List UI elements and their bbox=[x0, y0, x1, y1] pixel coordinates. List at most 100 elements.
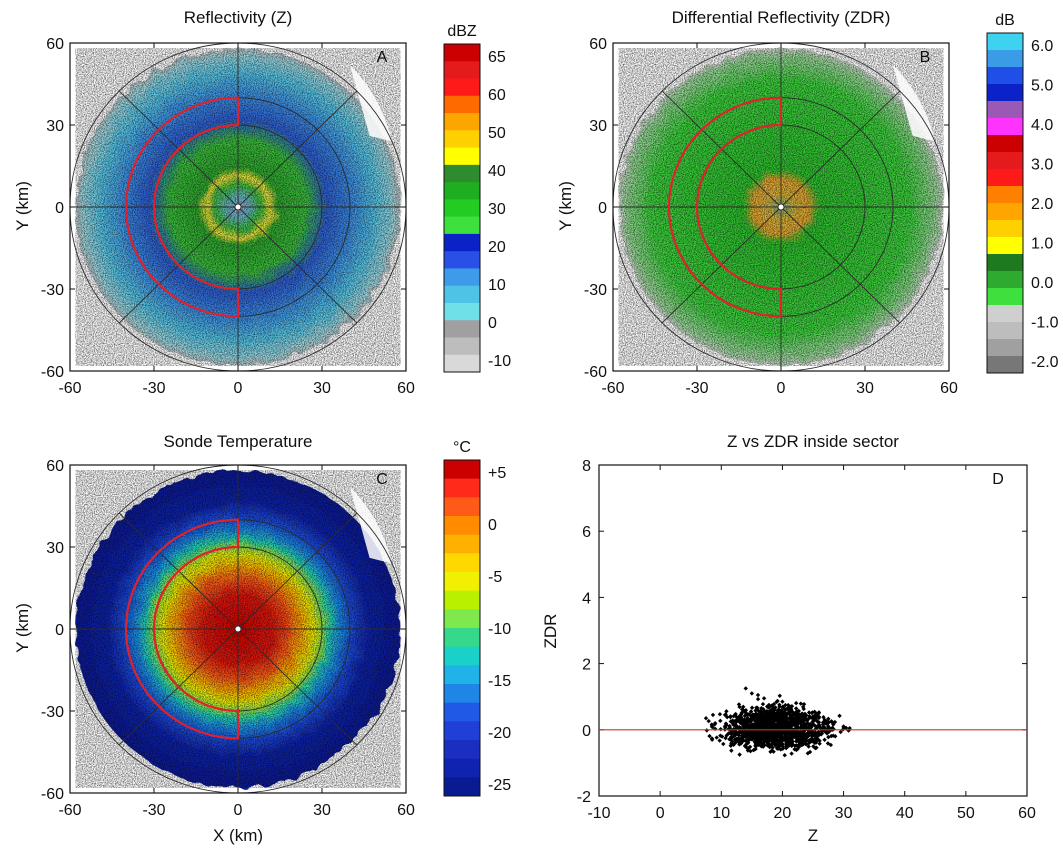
colorbar-swatch bbox=[444, 268, 480, 287]
scatter-point bbox=[710, 712, 716, 718]
colorbar-label: -20 bbox=[488, 725, 511, 742]
scatter-point bbox=[780, 746, 785, 751]
scatter-point bbox=[782, 752, 787, 758]
scatter-point bbox=[799, 733, 805, 739]
panel-c-colorbar: +5 0 -5 -10 -15 -20 -25 °C bbox=[443, 439, 511, 797]
azimuth-line bbox=[237, 90, 358, 208]
scatter-point bbox=[776, 719, 781, 724]
scatter-point bbox=[767, 724, 772, 729]
scatter-point bbox=[709, 722, 714, 727]
colorbar-swatch bbox=[444, 130, 480, 149]
colorbar-label: 10 bbox=[488, 277, 506, 294]
panel-a: Reflectivity (Z) A Y (km) -60 -30 0 30 60 60 3… bbox=[13, 8, 511, 397]
colorbar-swatch bbox=[444, 478, 480, 498]
colorbar-swatch bbox=[987, 254, 1023, 272]
panel-b-ppi bbox=[612, 42, 950, 372]
scatter-point bbox=[773, 736, 778, 741]
colorbar-label: -15 bbox=[488, 673, 511, 690]
scatter-point bbox=[833, 734, 838, 739]
colorbar-swatch bbox=[444, 590, 480, 610]
scatter-point bbox=[782, 725, 788, 730]
scatter-point bbox=[774, 739, 779, 744]
panel-b: Differential Reflectivity (ZDR) B Y (km)… bbox=[556, 8, 1059, 397]
scatter-point bbox=[739, 710, 745, 715]
y-tick-label: 0 bbox=[582, 723, 591, 740]
scatter-point bbox=[821, 715, 826, 720]
x-tick-label: 0 bbox=[234, 802, 243, 819]
scatter-point bbox=[827, 725, 832, 731]
scatter-point bbox=[777, 724, 782, 729]
scatter-point bbox=[762, 714, 768, 719]
y-tick-label: -30 bbox=[41, 704, 64, 721]
scatter-point bbox=[728, 731, 734, 736]
scatter-point bbox=[774, 699, 779, 705]
scatter-point bbox=[767, 730, 772, 735]
scatter-point bbox=[775, 730, 780, 736]
scatter-point bbox=[755, 708, 761, 713]
panel-d-xlabel: Z bbox=[808, 826, 818, 845]
colorbar-label: 60 bbox=[488, 87, 506, 104]
x-tick-label: 0 bbox=[777, 380, 786, 397]
scatter-point bbox=[805, 751, 811, 756]
scatter-point bbox=[788, 728, 793, 733]
panel-c-axes: -60 -30 0 30 60 60 30 0 -30 -60 bbox=[41, 458, 415, 819]
panel-d: Z vs ZDR inside sector D -10 0 10 20 30 40 50 6… bbox=[541, 432, 1036, 845]
y-tick-label: -2 bbox=[577, 789, 591, 806]
scatter-point bbox=[751, 747, 756, 753]
scatter-point bbox=[780, 741, 785, 747]
scatter-point bbox=[793, 726, 798, 731]
x-tick-label: 60 bbox=[1018, 805, 1036, 822]
scatter-point bbox=[838, 729, 843, 735]
scatter-point bbox=[822, 737, 827, 742]
scatter-point bbox=[814, 734, 819, 740]
colorbar-swatch bbox=[444, 182, 480, 200]
panel-b-letter: B bbox=[920, 49, 931, 66]
scatter-point bbox=[806, 744, 811, 749]
colorbar-swatch bbox=[444, 44, 480, 62]
colorbar-swatch bbox=[444, 147, 480, 166]
scatter-point bbox=[743, 686, 748, 691]
scatter-point bbox=[797, 742, 802, 747]
scatter-point bbox=[793, 735, 798, 741]
azimuth-line bbox=[237, 512, 358, 630]
panel-d-letter: D bbox=[992, 471, 1004, 488]
scatter-point bbox=[804, 713, 809, 718]
colorbar-swatch bbox=[444, 320, 480, 338]
scatter-point bbox=[755, 696, 761, 702]
scatter-point bbox=[709, 737, 715, 742]
scatter-point bbox=[736, 731, 741, 736]
scatter-point bbox=[787, 716, 793, 721]
scatter-point bbox=[741, 738, 746, 743]
colorbar-swatch bbox=[987, 322, 1023, 340]
scatter-point bbox=[819, 732, 824, 737]
scatter-point bbox=[784, 742, 789, 747]
scatter-point bbox=[750, 712, 756, 717]
scatter-point bbox=[714, 735, 719, 740]
scatter-point bbox=[723, 722, 729, 728]
scatter-point bbox=[806, 733, 811, 738]
y-tick-label: 60 bbox=[589, 36, 607, 53]
scatter-point bbox=[777, 733, 782, 738]
colorbar-swatch bbox=[444, 78, 480, 97]
scatter-point bbox=[821, 726, 826, 731]
x-tick-label: 40 bbox=[896, 805, 914, 822]
panel-a-title: Reflectivity (Z) bbox=[184, 8, 293, 27]
scatter-point bbox=[788, 740, 794, 745]
scatter-point bbox=[756, 725, 761, 731]
colorbar-swatch bbox=[987, 288, 1023, 306]
colorbar-swatch bbox=[444, 285, 480, 304]
scatter-point bbox=[772, 742, 777, 747]
scatter-point bbox=[749, 718, 754, 723]
panel-b-title: Differential Reflectivity (ZDR) bbox=[672, 8, 891, 27]
scatter-point bbox=[805, 718, 810, 723]
colorbar-swatch bbox=[444, 233, 480, 252]
scatter-point bbox=[783, 711, 789, 716]
scatter-point bbox=[723, 725, 728, 730]
scatter-point bbox=[718, 733, 723, 738]
scatter-point bbox=[780, 705, 786, 710]
scatter-point bbox=[774, 718, 780, 723]
colorbar-swatch bbox=[444, 199, 480, 218]
scatter-point bbox=[757, 732, 762, 738]
scatter-point bbox=[766, 743, 771, 748]
scatter-point bbox=[777, 693, 782, 699]
